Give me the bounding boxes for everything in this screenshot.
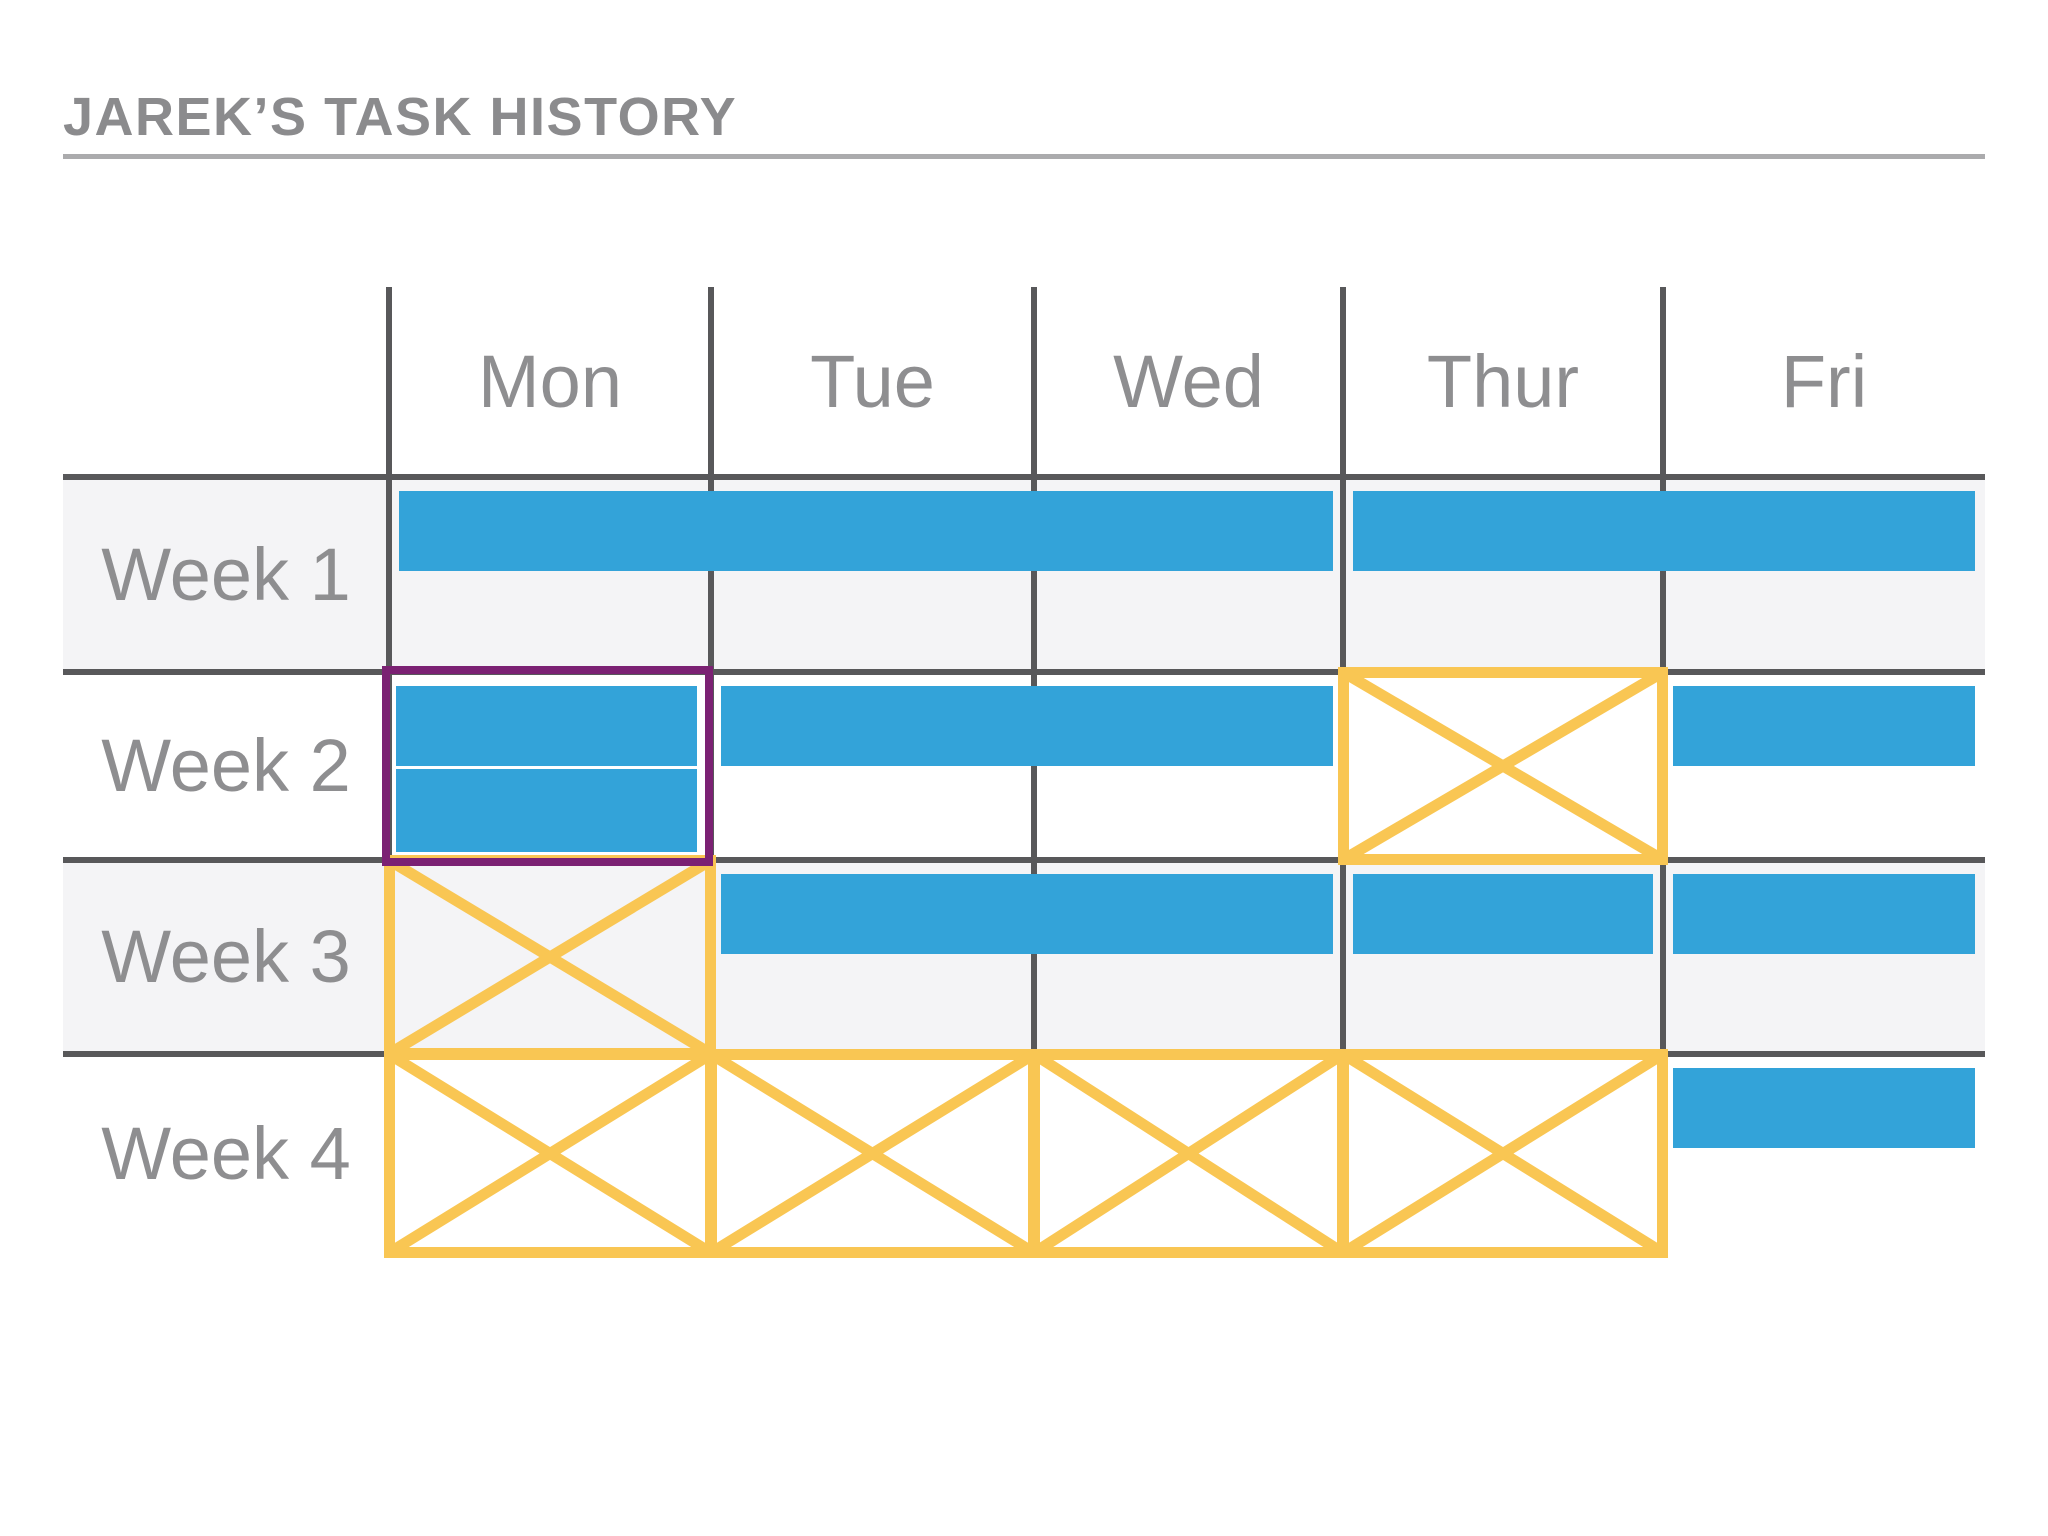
task-bar bbox=[396, 769, 697, 852]
week-label-2: Week 2 bbox=[101, 724, 351, 807]
missed-day-x-icon bbox=[706, 1049, 1039, 1258]
missed-day-x-icon bbox=[384, 855, 716, 1059]
day-header-thur: Thur bbox=[1426, 340, 1580, 423]
missed-day-x-icon bbox=[1338, 667, 1668, 865]
grid-horizontal-line bbox=[63, 857, 1985, 863]
task-bar bbox=[1673, 686, 1975, 766]
grid-horizontal-line bbox=[63, 474, 1985, 480]
day-header-tue: Tue bbox=[810, 340, 935, 423]
week-label-4: Week 4 bbox=[101, 1111, 351, 1195]
day-header-fri: Fri bbox=[1780, 340, 1868, 423]
task-bar bbox=[1353, 491, 1975, 571]
grid-horizontal-line bbox=[63, 669, 1985, 675]
title-rule bbox=[63, 154, 1985, 159]
missed-day-x-icon bbox=[1029, 1049, 1348, 1258]
task-bar bbox=[399, 491, 1333, 571]
task-bar bbox=[1673, 1068, 1975, 1148]
task-bar bbox=[721, 874, 1333, 954]
task-bar bbox=[1353, 874, 1653, 954]
task-bar bbox=[396, 686, 697, 766]
day-header-wed: Wed bbox=[1113, 340, 1264, 423]
page-title: JAREK’S TASK HISTORY bbox=[63, 87, 738, 147]
task-bar bbox=[1673, 874, 1975, 954]
week-label-1: Week 1 bbox=[101, 532, 351, 616]
highlight-outline-box bbox=[382, 666, 713, 866]
task-bar bbox=[721, 686, 1333, 766]
week-label-3: Week 3 bbox=[101, 915, 351, 998]
missed-day-x-icon bbox=[1338, 1049, 1668, 1258]
day-header-mon: Mon bbox=[478, 340, 622, 423]
missed-day-x-icon bbox=[384, 1049, 716, 1258]
